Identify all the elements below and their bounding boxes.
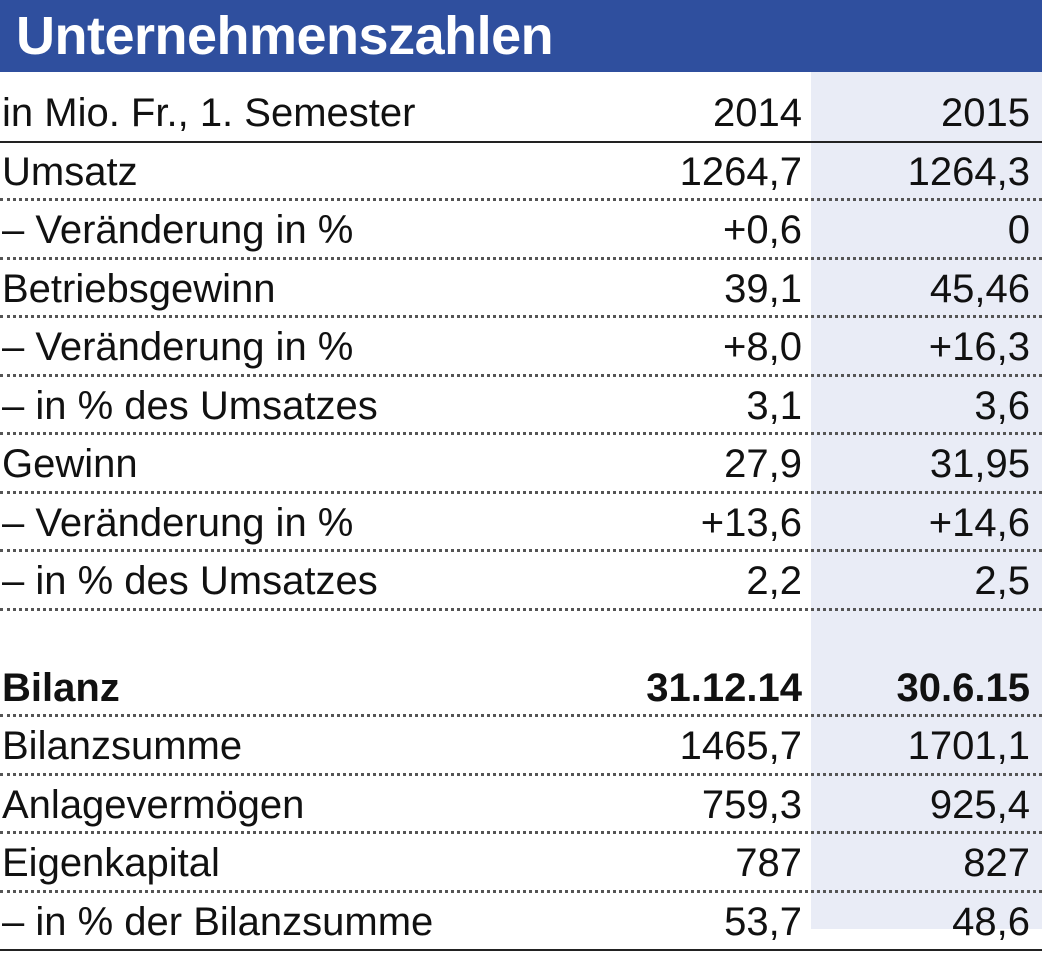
- row-value-2014: 2,2: [746, 559, 802, 603]
- row-label: Gewinn: [2, 442, 138, 486]
- section-spacer: [0, 611, 1042, 659]
- table-row-anlagevermoegen: Anlagevermögen 759,3 925,4: [0, 776, 1042, 834]
- row-value-2015: 1701,1: [907, 724, 1030, 768]
- row-value-2014: +13,6: [700, 500, 802, 545]
- row-value-2014: 1264,7: [679, 149, 802, 194]
- row-label: – Veränderung in %: [2, 208, 354, 252]
- row-value-2014: 787: [735, 841, 802, 885]
- row-value-2014: 53,7: [724, 899, 802, 944]
- row-value-2015: 45,46: [929, 266, 1030, 311]
- row-value-2014: 1465,7: [679, 724, 802, 768]
- table-row-gewinn-veraenderung: – Veränderung in % +13,6 +14,6: [0, 494, 1042, 552]
- row-label: – in % des Umsatzes: [2, 559, 378, 603]
- table-row-umsatz-veraenderung: – Veränderung in % +0,6 0: [0, 201, 1042, 260]
- header-col-2015: 2015: [941, 91, 1030, 135]
- bilanz-date-1: 31.12.14: [646, 665, 802, 710]
- row-label: Bilanzsumme: [2, 724, 243, 768]
- row-label: Betriebsgewinn: [2, 266, 276, 311]
- table-row-betriebsgewinn-veraenderung: – Veränderung in % +8,0 +16,3: [0, 318, 1042, 377]
- bilanz-header-row: Bilanz 31.12.14 30.6.15: [0, 659, 1042, 717]
- table-row-gewinn-umsatzanteil: – in % des Umsatzes 2,2 2,5: [0, 552, 1042, 611]
- table-row-eigenkapitalquote: – in % der Bilanzsumme 53,7 48,6: [0, 893, 1042, 951]
- row-value-2014: 39,1: [724, 266, 802, 311]
- row-label: Eigenkapital: [2, 841, 220, 885]
- table-row-umsatz: Umsatz 1264,7 1264,3: [0, 143, 1042, 201]
- header-label: in Mio. Fr., 1. Semester: [2, 91, 416, 135]
- row-value-2015: +14,6: [928, 500, 1030, 545]
- row-value-2014: +0,6: [723, 208, 802, 252]
- row-value-2014: +8,0: [723, 325, 802, 369]
- row-value-2015: 827: [963, 841, 1030, 885]
- row-label: – Veränderung in %: [2, 500, 354, 545]
- table-row-betriebsgewinn: Betriebsgewinn 39,1 45,46: [0, 260, 1042, 318]
- bilanz-date-2: 30.6.15: [896, 665, 1030, 710]
- column-2015-shade: [811, 72, 1042, 929]
- row-label: – Veränderung in %: [2, 325, 354, 369]
- bilanz-label: Bilanz: [2, 665, 120, 710]
- row-value-2015: 2,5: [974, 559, 1030, 603]
- title-bar: Unternehmenszahlen: [0, 0, 1042, 72]
- table-row-betriebsgewinn-umsatzanteil: – in % des Umsatzes 3,1 3,6: [0, 377, 1042, 435]
- row-label: Anlagevermögen: [2, 782, 305, 827]
- row-value-2015: 31,95: [929, 442, 1030, 486]
- row-value-2015: 1264,3: [907, 149, 1030, 194]
- row-value-2014: 27,9: [724, 442, 802, 486]
- row-value-2015: +16,3: [928, 325, 1030, 369]
- row-label: – in % der Bilanzsumme: [2, 899, 434, 944]
- row-value-2015: 925,4: [929, 782, 1030, 827]
- row-value-2015: 3,6: [974, 383, 1030, 428]
- row-value-2015: 0: [1007, 208, 1030, 252]
- table-row-bilanzsumme: Bilanzsumme 1465,7 1701,1: [0, 717, 1042, 776]
- row-value-2015: 48,6: [952, 899, 1030, 944]
- header-col-2014: 2014: [713, 91, 802, 135]
- page-title: Unternehmenszahlen: [16, 6, 554, 66]
- row-value-2014: 3,1: [746, 383, 802, 428]
- figures-table: in Mio. Fr., 1. Semester 2014 2015 Umsat…: [0, 84, 1042, 951]
- table-row-eigenkapital: Eigenkapital 787 827: [0, 834, 1042, 893]
- table-row-gewinn: Gewinn 27,9 31,95: [0, 435, 1042, 494]
- row-label: Umsatz: [2, 149, 138, 194]
- row-label: – in % des Umsatzes: [2, 383, 378, 428]
- table-header-row: in Mio. Fr., 1. Semester 2014 2015: [0, 84, 1042, 143]
- row-value-2014: 759,3: [701, 782, 802, 827]
